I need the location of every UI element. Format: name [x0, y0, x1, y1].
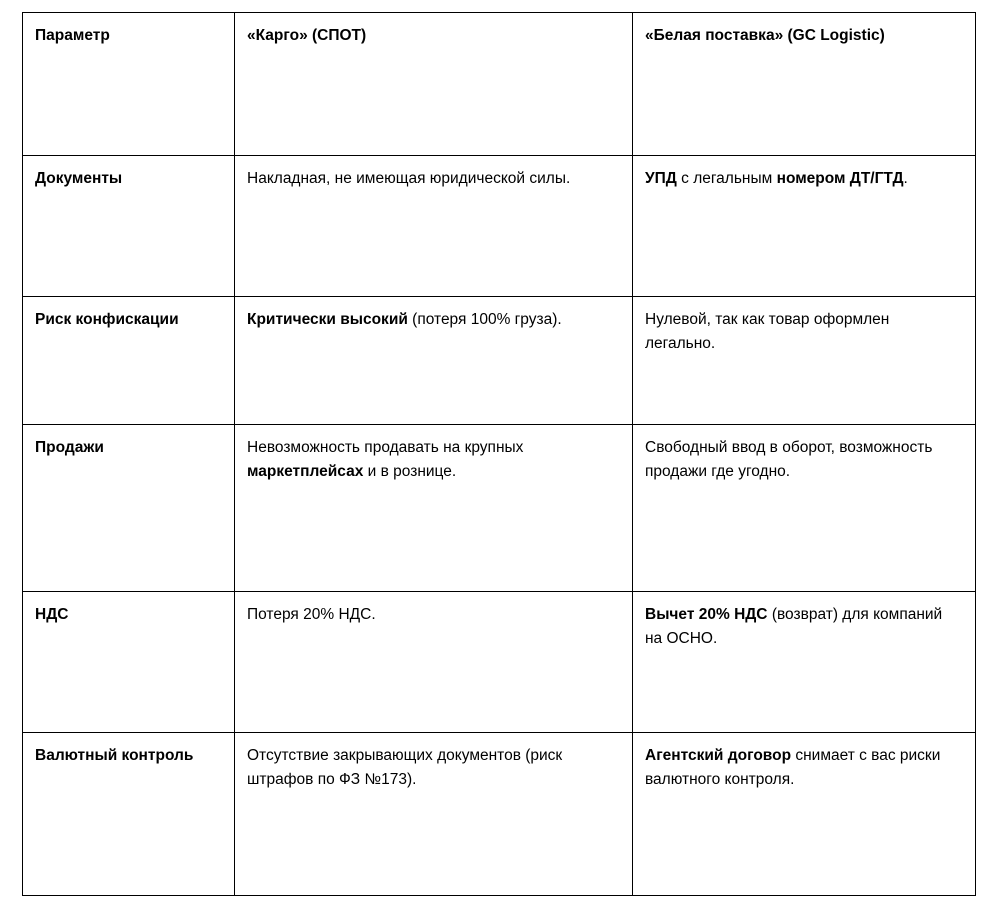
table-row-vat: НДС Потеря 20% НДС. Вычет 20% НДС (возвр…	[22, 591, 976, 733]
cell-vat-white: Вычет 20% НДС (возврат) для компаний на …	[632, 591, 976, 733]
cell-risk-cargo: Критически высокий (потеря 100% груза).	[234, 296, 633, 425]
header-cell-white-supply: «Белая поставка» (GC Logistic)	[632, 12, 976, 156]
cell-documents-cargo: Накладная, не имеющая юридической силы.	[234, 155, 633, 297]
table-header-row: Параметр «Карго» (СПОТ) «Белая поставка»…	[22, 12, 976, 156]
cell-risk-white: Нулевой, так как товар оформлен легально…	[632, 296, 976, 425]
cell-sales-white: Свободный ввод в оборот, возможность про…	[632, 424, 976, 592]
row-label-sales: Продажи	[22, 424, 235, 592]
row-label-confiscation-risk: Риск конфискации	[22, 296, 235, 425]
table-row-sales: Продажи Невозможность продавать на крупн…	[22, 424, 976, 592]
row-label-currency-control: Валютный контроль	[22, 732, 235, 896]
table-row-documents: Документы Накладная, не имеющая юридичес…	[22, 155, 976, 297]
row-label-vat: НДС	[22, 591, 235, 733]
table-row-confiscation-risk: Риск конфискации Критически высокий (пот…	[22, 296, 976, 425]
cell-documents-white: УПД с легальным номером ДТ/ГТД.	[632, 155, 976, 297]
cell-sales-cargo: Невозможность продавать на крупных марке…	[234, 424, 633, 592]
comparison-table: Параметр «Карго» (СПОТ) «Белая поставка»…	[22, 12, 976, 896]
cell-currency-white: Агентский договор снимает с вас риски ва…	[632, 732, 976, 896]
cell-currency-cargo: Отсутствие закрывающих документов (риск …	[234, 732, 633, 896]
table-row-currency-control: Валютный контроль Отсутствие закрывающих…	[22, 732, 976, 896]
header-cell-cargo: «Карго» (СПОТ)	[234, 12, 633, 156]
header-cell-parameter: Параметр	[22, 12, 235, 156]
cell-vat-cargo: Потеря 20% НДС.	[234, 591, 633, 733]
row-label-documents: Документы	[22, 155, 235, 297]
